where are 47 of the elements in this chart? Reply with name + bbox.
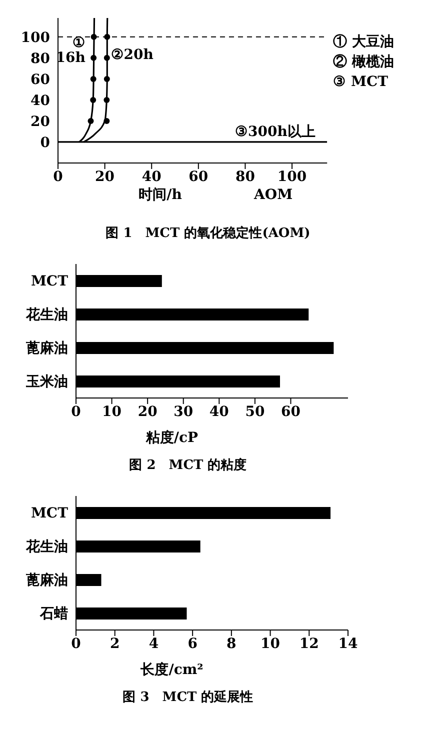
x-tick-label: 100 [277, 168, 307, 185]
text: 图 3 MCT 的延展性 [122, 689, 254, 706]
x-tick-label: 4 [148, 636, 159, 652]
y-tick-label: 60 [30, 72, 50, 88]
y-tick-label: MCT [30, 506, 69, 522]
annotation: ① 16h [56, 34, 86, 66]
annotation: ②20h [110, 46, 154, 63]
annotation: ③300h以上 [235, 124, 316, 140]
x-tick-label: 14 [338, 636, 358, 652]
x-axis-title: 时间/h [138, 187, 182, 203]
y-tick-label: MCT [30, 274, 69, 290]
x-tick-label: 0 [71, 404, 82, 420]
y-tick-label: 40 [30, 92, 50, 109]
y-tick-label: 蓖麻油 [25, 340, 68, 357]
y-tick-label: 花生油 [25, 539, 68, 556]
x-tick-label: 20 [138, 404, 158, 420]
x-tick-label: 2 [110, 636, 120, 652]
y-tick-label: 石蜡 [39, 606, 68, 622]
y-tick-label: 花生油 [25, 307, 68, 324]
x-tick-label: 6 [188, 636, 198, 652]
x-axis-title: 长度/cm² [140, 661, 204, 678]
text: 图 1 MCT 的氧化稳定性(AOM) [104, 224, 312, 242]
y-tick-label: 80 [30, 50, 50, 67]
x-tick-label: 40 [142, 168, 162, 185]
x-tick-label: 30 [174, 404, 194, 420]
text: ③ MCT [333, 73, 390, 92]
text: AOM [253, 187, 293, 203]
x-tick-label: 60 [188, 168, 208, 185]
x-tick-label: 0 [71, 636, 82, 652]
y-tick-label: 100 [20, 30, 50, 46]
x-tick-label: 20 [95, 168, 115, 185]
y-tick-label: 0 [40, 134, 50, 151]
x-tick-label: 50 [245, 404, 265, 420]
text: 图 2 MCT 的粘度 [128, 456, 248, 474]
x-tick-label: 10 [260, 636, 280, 652]
x-tick-label: 12 [299, 636, 319, 652]
x-axis-title: 粘度/cP [144, 429, 199, 446]
x-tick-label: 8 [226, 636, 236, 652]
text: ① 大豆油 [333, 33, 394, 52]
y-tick-label: 20 [30, 114, 50, 130]
x-tick-label: 60 [280, 404, 301, 420]
text: ② 橄榄油 [333, 53, 394, 72]
y-tick-label: 玉米油 [25, 374, 68, 390]
x-tick-label: 10 [102, 404, 122, 420]
x-tick-label: 80 [235, 168, 256, 185]
y-tick-label: 蓖麻油 [25, 572, 68, 589]
x-tick-label: 40 [209, 404, 230, 420]
